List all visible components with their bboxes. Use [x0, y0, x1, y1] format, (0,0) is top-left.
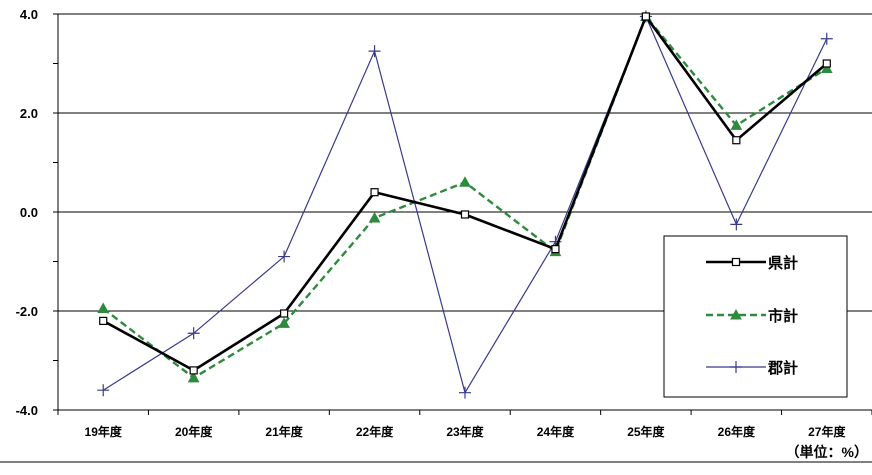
plus-marker	[459, 386, 471, 399]
plus-marker	[730, 218, 743, 231]
square-marker	[189, 366, 198, 375]
y-tick-label: -2.0	[16, 304, 38, 319]
square-marker	[460, 210, 470, 219]
y-tick-labels: 4.0 2.0 0.0 -2.0 -4.0	[16, 7, 38, 418]
x-tick-label: 20年度	[175, 424, 213, 439]
x-tick-label: 21年度	[265, 424, 303, 439]
series-1	[99, 12, 831, 375]
plus-marker	[187, 327, 200, 340]
series	[97, 10, 833, 399]
square-marker	[99, 316, 108, 325]
plus-marker	[97, 384, 110, 397]
square-marker	[732, 136, 741, 145]
triangle-marker	[820, 62, 833, 73]
y-tick-label: -4.0	[16, 403, 38, 418]
triangle-marker	[278, 317, 290, 328]
square-marker	[822, 59, 831, 68]
y-tick-label: 0.0	[20, 205, 38, 220]
legend-label: 郡計	[767, 359, 798, 377]
triangle-marker	[459, 176, 471, 187]
x-tick-label: 19年度	[85, 424, 123, 439]
unit-note: （単位：%）	[786, 444, 868, 460]
plus-marker	[820, 32, 833, 45]
x-tick-label: 23年度	[446, 424, 484, 439]
triangle-marker	[187, 371, 200, 383]
x-tick-label: 22年度	[356, 424, 394, 439]
legend-box	[663, 235, 848, 398]
x-tick-label: 27年度	[808, 424, 846, 439]
square-marker	[280, 309, 289, 318]
series-2	[97, 10, 833, 383]
plus-marker	[368, 45, 381, 58]
plus-marker	[278, 250, 291, 263]
axes	[53, 13, 872, 415]
triangle-marker	[730, 119, 743, 130]
triangle-marker	[97, 302, 110, 314]
square-marker	[641, 12, 650, 21]
square-marker	[370, 188, 379, 197]
triangle-marker	[368, 211, 381, 223]
x-tick-label: 25年度	[627, 424, 665, 439]
y-tick-label: 4.0	[20, 7, 38, 22]
x-tick-label: 24年度	[537, 424, 575, 439]
legend-label: 市計	[768, 307, 798, 325]
x-tick-label: 26年度	[718, 424, 756, 439]
square-marker	[731, 257, 741, 267]
y-tick-label: 2.0	[20, 106, 38, 121]
x-tick-labels: 19年度 20年度 21年度 22年度 23年度 24年度 25年度 26年度 27年度	[85, 424, 847, 439]
triangle-marker	[730, 308, 742, 320]
square-marker	[551, 245, 560, 254]
plus-marker	[730, 361, 742, 373]
legend-label: 県計	[768, 254, 798, 272]
